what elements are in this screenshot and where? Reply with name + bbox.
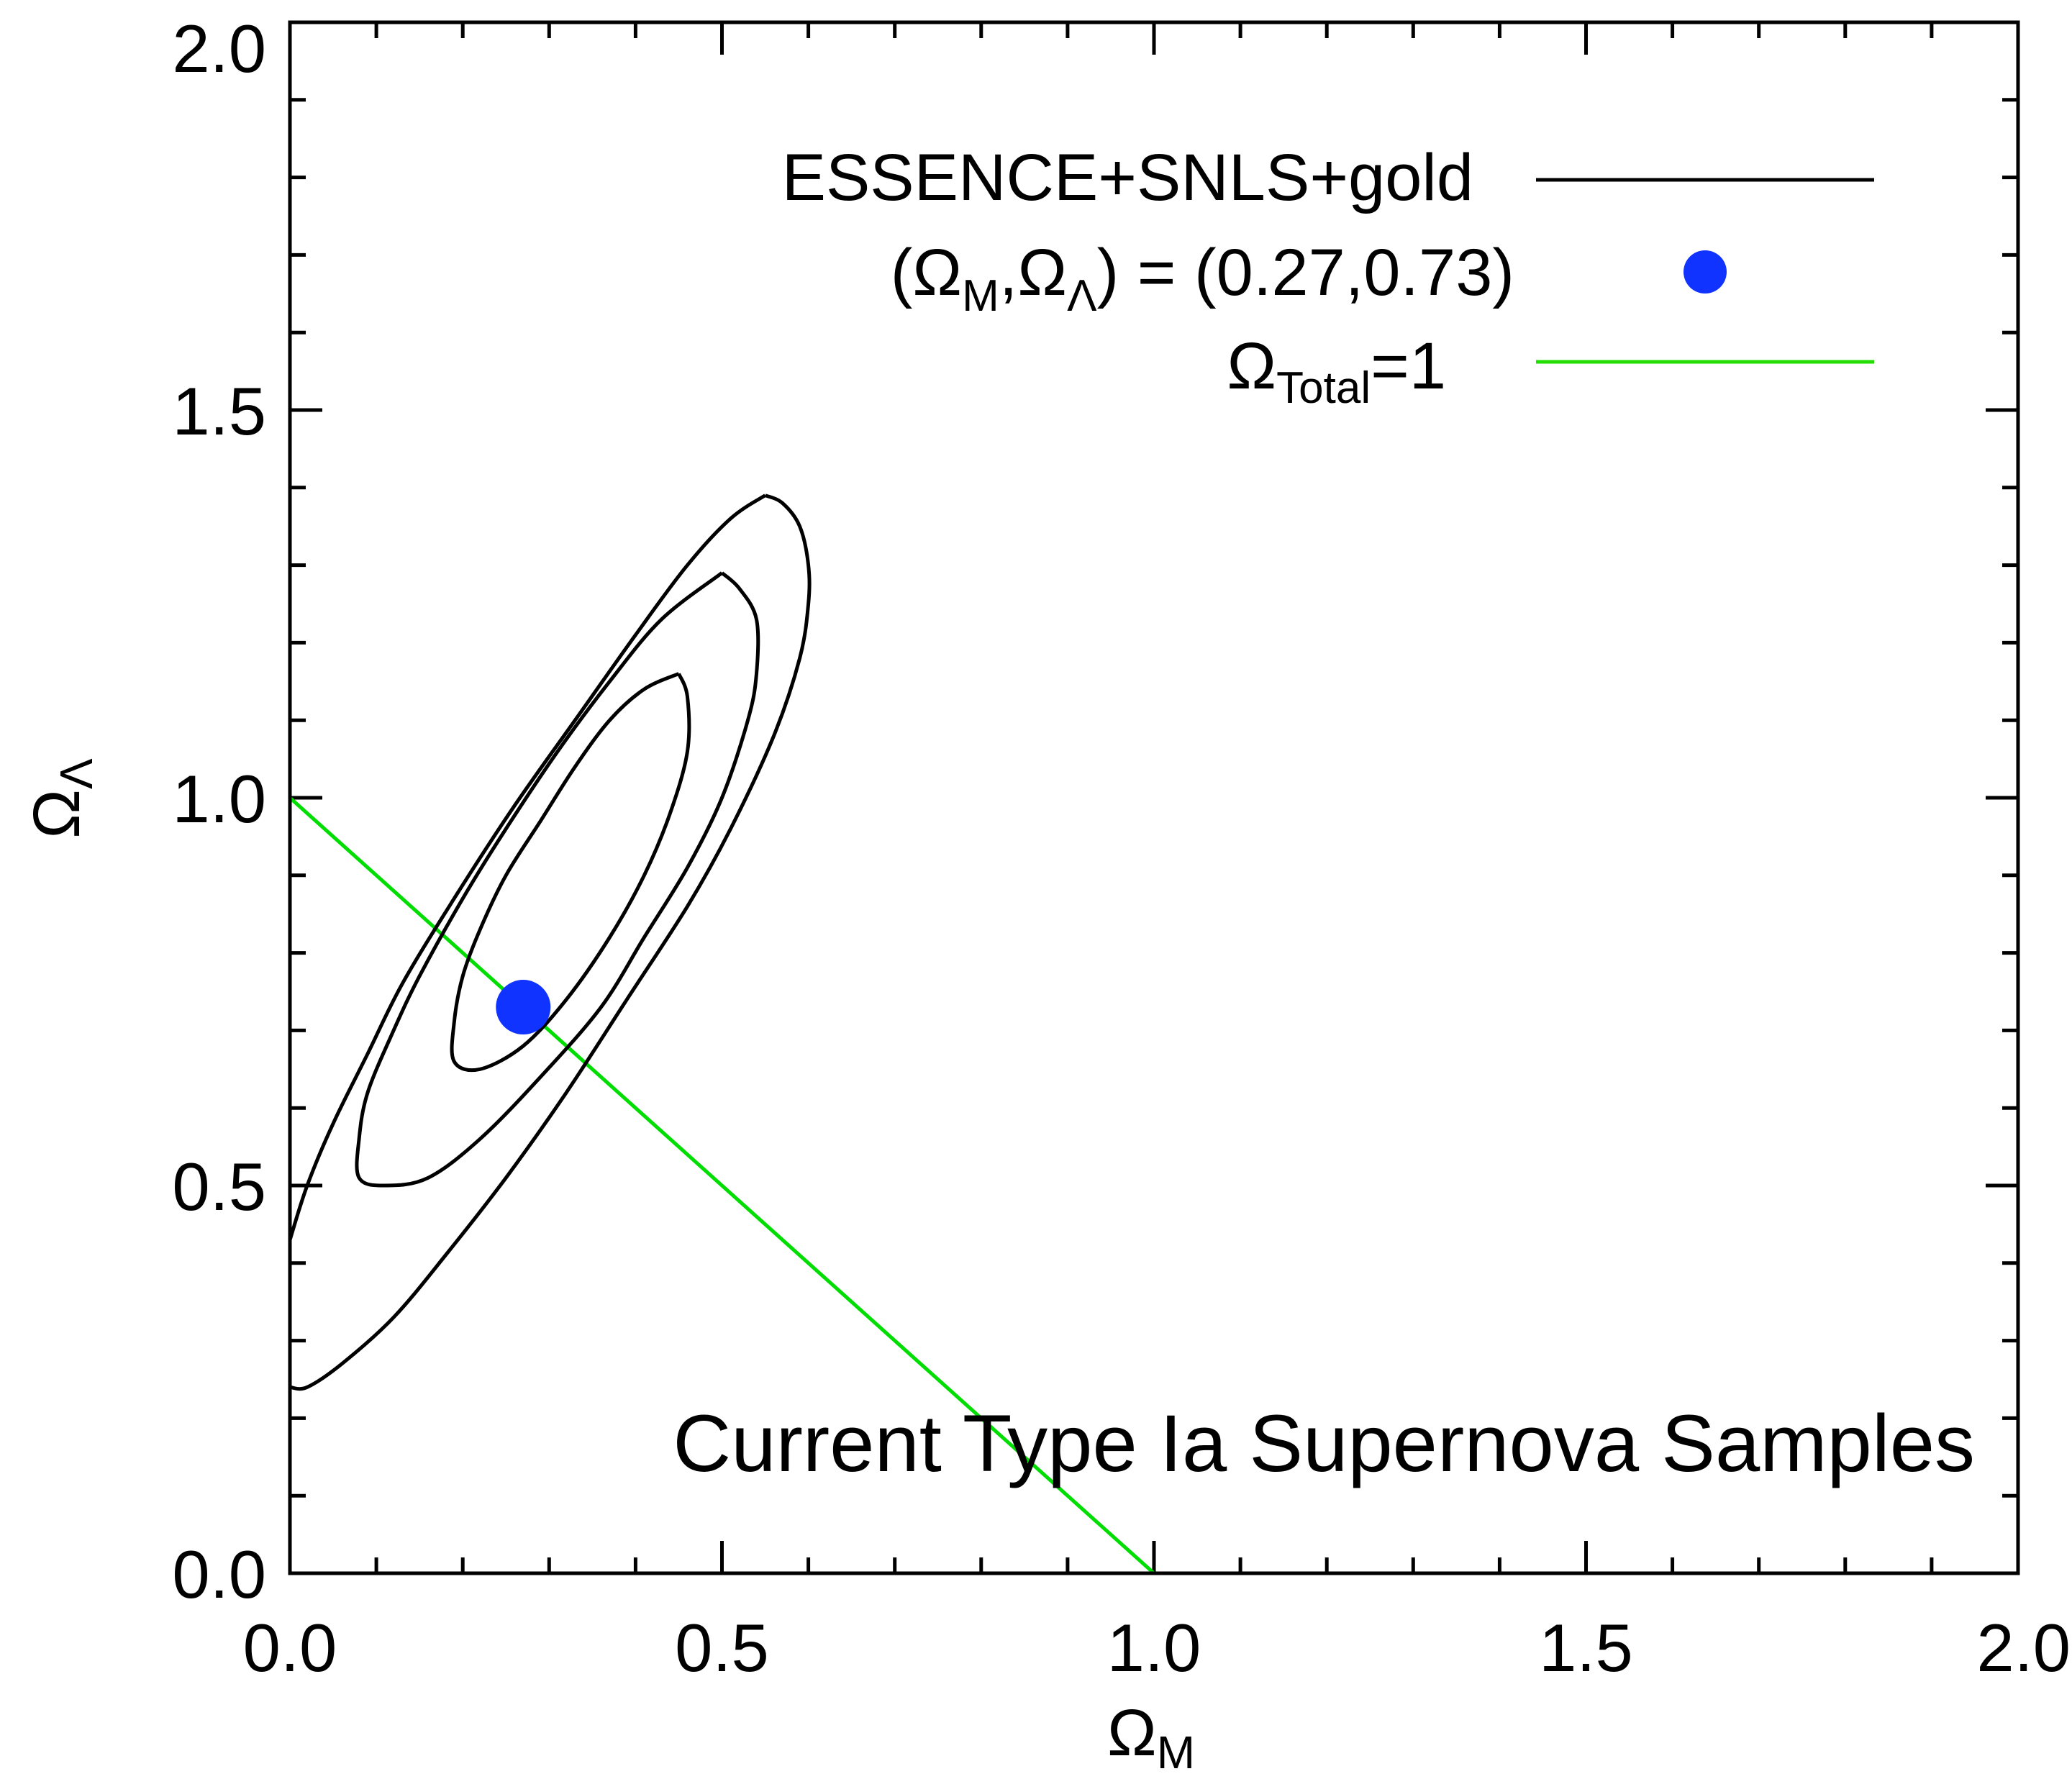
y-tick-label: 2.0 [172,11,266,86]
x-tick-label: 1.0 [1107,1610,1201,1685]
y-tick-label: 0.0 [172,1537,266,1612]
x-tick-label: 2.0 [1976,1610,2071,1685]
legend-entry-contours-label: ESSENCE+SNLS+gold [782,141,1473,214]
legend-entry-flat-label: ΩTotal=1 [1227,329,1446,413]
minor-ticks [290,22,2018,1573]
y-axis-title-main: Ω [20,789,94,839]
confidence-contour-inner [450,672,691,1073]
x-axis-title: ΩM [1107,1696,1195,1778]
plot-series [288,493,1155,1575]
x-axis-title-main: Ω [1107,1696,1157,1770]
y-tick-labels: 0.0 0.5 1.0 1.5 2.0 [172,11,266,1612]
x-tick-label: 1.5 [1539,1610,1633,1685]
legend-entry-point-sub-m: M [962,271,999,321]
flat-universe-line [288,796,1155,1575]
legend-entry-point-swatch [1684,250,1727,294]
legend-entry-flat-sub: Total [1276,363,1371,413]
legend-entry-flat-tail: =1 [1371,329,1446,403]
y-axis-title-sub: Λ [50,758,102,789]
x-tick-label: 0.5 [675,1610,769,1685]
legend-entry-point-label: (ΩM,ΩΛ) = (0.27,0.73) [891,236,1514,321]
x-axis-title-sub: M [1157,1726,1195,1778]
y-axis-title: ΩΛ [20,758,102,839]
legend: ESSENCE+SNLS+gold (ΩM,ΩΛ) = (0.27,0.73) … [782,141,1874,413]
annotation-text: Current Type Ia Supernova Samples [673,1398,1975,1488]
legend-entry-point-close: ) = (0.27,0.73) [1097,236,1514,309]
legend-entry-point-sub-lambda: Λ [1067,271,1097,321]
confidence-contour-outer-upper [288,493,766,1241]
y-tick-label: 1.0 [172,761,266,837]
y-tick-label: 1.5 [172,373,266,449]
legend-entry-point-open: (Ω [891,236,962,309]
concordance-point [496,980,551,1035]
x-tick-label: 0.0 [243,1610,337,1685]
plot-frame [288,20,2020,1575]
x-tick-labels: 0.0 0.5 1.0 1.5 2.0 [243,1610,2071,1685]
confidence-contour-outer [289,493,812,1391]
y-tick-label: 0.5 [172,1149,266,1224]
legend-entry-flat-main: Ω [1227,329,1276,403]
legend-entry-point-mid: ,Ω [999,236,1067,309]
confidence-contour-middle [355,571,760,1188]
